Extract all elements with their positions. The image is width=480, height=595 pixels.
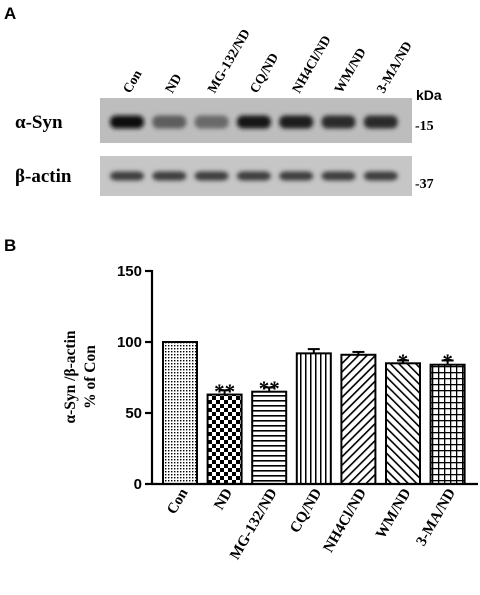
significance-wm-nd: * xyxy=(398,349,409,373)
band-alpha-syn-mg-132-nd xyxy=(194,115,229,129)
lane-label-cq-nd: CQ/ND xyxy=(247,50,282,95)
x-tick-label-con: Con xyxy=(164,485,192,517)
y-ticks: 0 50 100 150 xyxy=(117,263,152,493)
x-tick-label-wm-nd: WM/ND xyxy=(373,486,414,542)
bar-nh4cl-nd xyxy=(340,353,377,485)
band-beta-actin-con xyxy=(110,171,144,181)
y-tick-label-150: 150 xyxy=(117,263,142,280)
band-alpha-syn-wm-nd xyxy=(321,115,356,129)
error-bars xyxy=(218,348,454,395)
x-tick-label-nd: ND xyxy=(211,486,236,513)
y-axis-label-line2: % of Con xyxy=(82,345,99,409)
lane-label-nh4cl-nd: NH4Cl/ND xyxy=(289,33,334,96)
bar-nd xyxy=(206,393,243,486)
band-beta-actin-wm-nd xyxy=(321,171,356,181)
lane-label-mg-132-nd: MG-132/ND xyxy=(204,26,253,95)
bar-con xyxy=(162,341,198,485)
x-tick-label-cq-nd: CQ/ND xyxy=(287,486,325,536)
bars xyxy=(162,341,466,486)
lane-label-nd: ND xyxy=(162,71,185,96)
bar-3-ma-nd xyxy=(429,363,466,485)
band-beta-actin-mg-132-nd xyxy=(194,171,229,181)
band-beta-actin-3-ma-nd xyxy=(363,171,398,181)
x-tick-label-3-ma-nd: 3-MA/ND xyxy=(414,486,460,549)
band-beta-actin-nd xyxy=(152,171,187,181)
marker-37-kda: -37 xyxy=(415,177,434,192)
y-tick-label-0: 0 xyxy=(134,476,142,493)
x-tick-label-mg-132-nd: MG-132/ND xyxy=(227,486,281,563)
y-tick-label-100: 100 xyxy=(117,334,142,351)
significance-mg-132-nd: ** xyxy=(259,376,280,400)
band-alpha-syn-con xyxy=(110,115,144,129)
blot-bands xyxy=(110,115,398,181)
band-alpha-syn-cq-nd xyxy=(236,115,271,129)
band-alpha-syn-nh4cl-nd xyxy=(279,115,314,129)
kda-label: kDa xyxy=(416,87,442,103)
y-tick-label-50: 50 xyxy=(125,405,142,422)
bar-cq-nd xyxy=(295,352,332,485)
bar-mg-132-nd xyxy=(251,390,288,486)
row-label-alpha-syn: α-Syn xyxy=(15,112,63,133)
significance-marks: ** *** * xyxy=(214,349,453,403)
panel-letter-a: A xyxy=(4,4,16,23)
lane-label-con: Con xyxy=(120,67,145,96)
band-beta-actin-nh4cl-nd xyxy=(279,171,314,181)
significance-3-ma-nd: * xyxy=(442,349,453,373)
band-alpha-syn-nd xyxy=(152,115,187,129)
band-beta-actin-cq-nd xyxy=(236,171,271,181)
bar-wm-nd xyxy=(385,362,421,485)
y-axis-label-line1: α-Syn /β-actin xyxy=(62,330,79,423)
x-tick-label-nh4cl-nd: NH4Cl/ND xyxy=(321,486,370,555)
row-label-beta-actin: β-actin xyxy=(15,166,72,187)
band-alpha-syn-3-ma-nd xyxy=(363,115,398,129)
lane-label-3-ma-nd: 3-MA/ND xyxy=(373,38,415,95)
lane-label-wm-nd: WM/ND xyxy=(331,45,369,96)
marker-15-kda: -15 xyxy=(415,119,434,134)
panel-letter-b: B xyxy=(4,236,16,255)
significance-nd: ** xyxy=(214,379,235,403)
